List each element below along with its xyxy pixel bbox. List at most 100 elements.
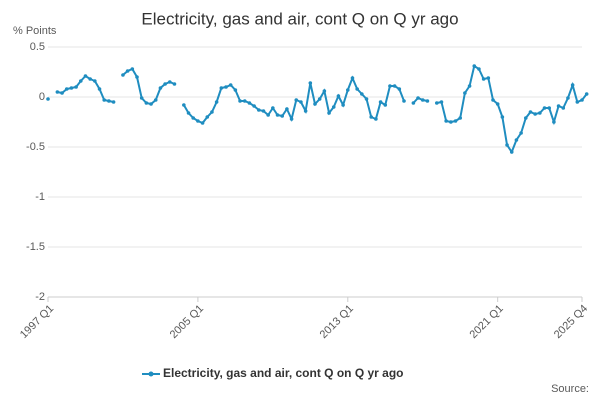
point: [355, 87, 359, 91]
point: [139, 96, 144, 100]
y-tick-label: -1: [35, 191, 45, 203]
point: [219, 86, 224, 90]
point: [308, 81, 313, 85]
point: [444, 119, 448, 123]
point: [420, 98, 425, 102]
point: [163, 82, 167, 86]
point: [121, 73, 125, 77]
point: [383, 103, 388, 107]
point: [55, 90, 60, 94]
point: [83, 74, 88, 78]
point: [533, 112, 537, 116]
point: [210, 110, 214, 114]
point: [252, 104, 256, 108]
point: [491, 98, 495, 102]
point: [486, 76, 491, 80]
point: [299, 100, 303, 104]
point: [200, 121, 205, 125]
point: [411, 101, 416, 105]
legend-label: Electricity, gas and air, cont Q on Q yr…: [163, 366, 404, 380]
point: [186, 111, 191, 115]
point: [196, 119, 200, 123]
point: [256, 108, 261, 112]
point: [472, 64, 477, 68]
point: [416, 96, 420, 100]
point: [360, 92, 364, 96]
point: [317, 97, 322, 101]
point: [233, 88, 238, 92]
x-tick-label: 2021 Q1: [468, 303, 506, 341]
point: [434, 101, 439, 105]
point: [584, 92, 589, 96]
point: [580, 98, 584, 102]
chart-title: Electricity, gas and air, cont Q on Q yr…: [141, 9, 458, 28]
point: [523, 116, 528, 120]
point: [364, 97, 369, 101]
point: [125, 69, 130, 73]
point: [294, 98, 299, 102]
point: [261, 109, 266, 113]
point: [60, 91, 64, 95]
point: [158, 86, 163, 90]
point: [453, 119, 458, 123]
x-tick-label: 2013 Q1: [318, 303, 356, 341]
point: [542, 106, 547, 110]
y-tick-label: -1.5: [26, 241, 45, 253]
point: [566, 96, 570, 100]
x-tick-label: 2005 Q1: [168, 303, 206, 341]
point: [247, 101, 252, 105]
point: [369, 115, 374, 119]
point: [425, 99, 430, 103]
point: [374, 117, 378, 121]
y-tick-label: -0.5: [26, 141, 45, 153]
point: [191, 116, 196, 120]
point: [205, 115, 210, 119]
point: [102, 98, 107, 102]
point: [477, 67, 481, 71]
point: [144, 101, 149, 105]
point: [130, 67, 135, 71]
point: [481, 77, 486, 81]
legend-marker: [148, 371, 154, 377]
point: [547, 106, 552, 110]
point: [107, 99, 111, 103]
point: [463, 91, 467, 95]
point: [467, 84, 472, 88]
point: [528, 110, 533, 114]
x-tick-label: 1997 Q1: [18, 303, 56, 341]
point: [242, 99, 247, 103]
point: [149, 102, 153, 106]
point: [345, 88, 350, 92]
point: [439, 100, 444, 104]
point: [280, 114, 285, 118]
point: [538, 111, 542, 115]
point: [514, 138, 519, 142]
point: [500, 115, 505, 119]
point: [182, 103, 186, 107]
point: [556, 104, 561, 108]
point: [505, 143, 509, 147]
point: [74, 85, 78, 89]
point: [575, 100, 580, 104]
point: [449, 120, 453, 124]
point: [64, 87, 69, 91]
point: [313, 102, 317, 106]
point: [402, 99, 406, 103]
y-tick-label: 0.5: [30, 41, 45, 53]
point: [167, 80, 172, 84]
y-tick-label: 0: [39, 91, 45, 103]
point: [289, 117, 294, 121]
point: [327, 111, 331, 115]
point: [303, 109, 308, 113]
point: [46, 97, 50, 101]
point: [285, 107, 289, 111]
point: [214, 100, 219, 104]
point: [570, 83, 575, 87]
point: [378, 100, 383, 104]
source: Source:: [551, 383, 589, 395]
point: [397, 87, 402, 91]
point: [111, 100, 116, 104]
y-axis-label: % Points: [13, 25, 57, 37]
point: [266, 113, 270, 117]
